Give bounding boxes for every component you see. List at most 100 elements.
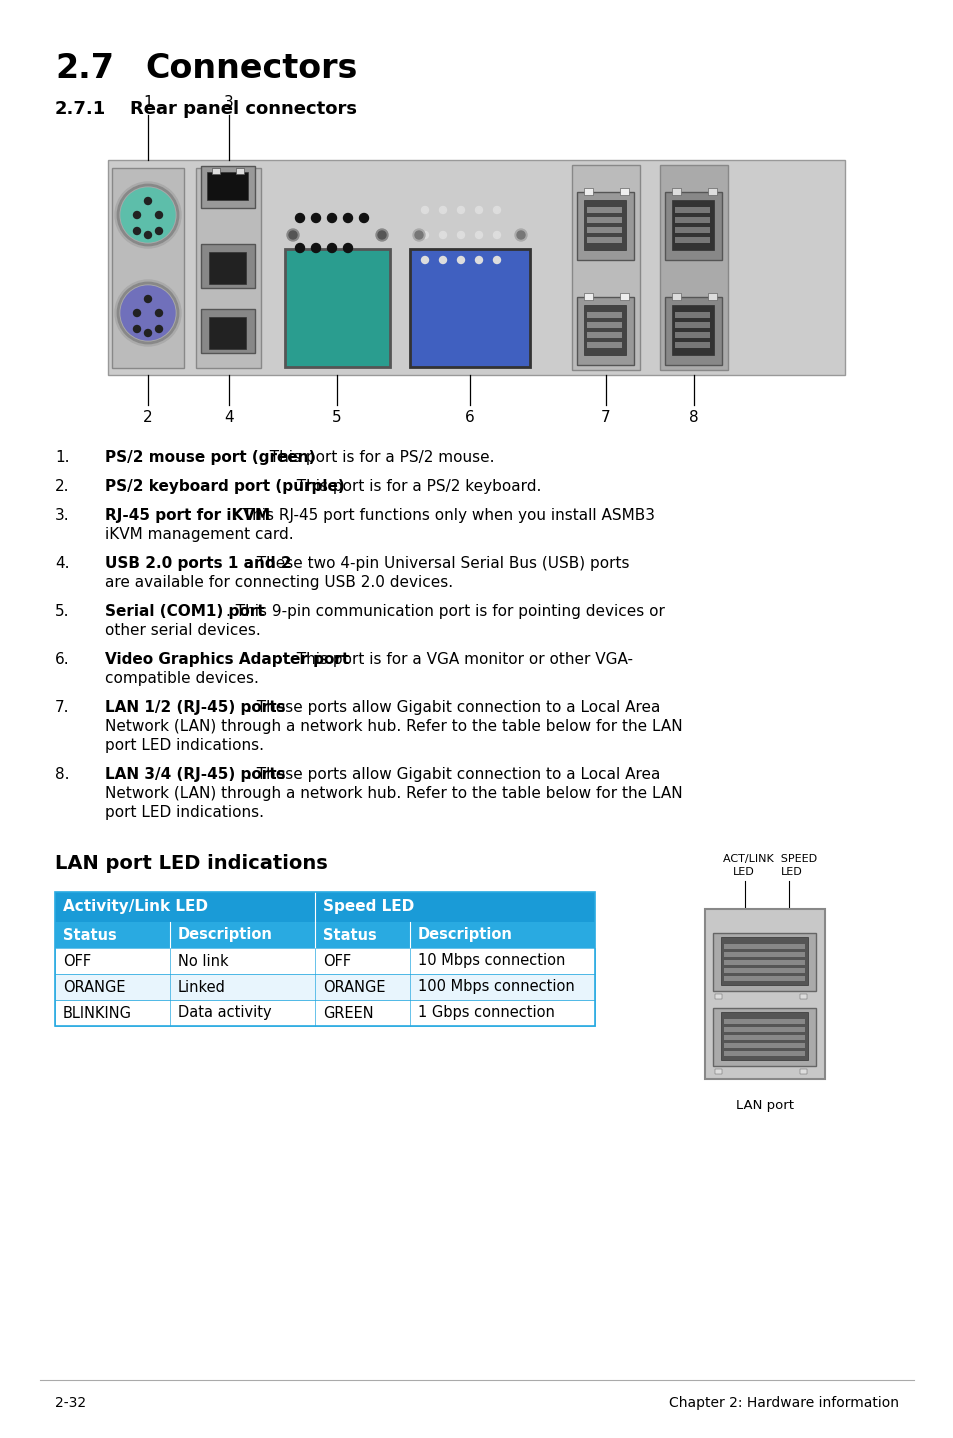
Bar	[723, 961, 804, 965]
Text: 2.7.1: 2.7.1	[55, 101, 106, 118]
Circle shape	[457, 232, 464, 239]
Text: 5: 5	[332, 410, 341, 426]
Text: 2.: 2.	[55, 479, 70, 495]
Bar	[675, 237, 709, 243]
Circle shape	[515, 229, 526, 242]
Circle shape	[289, 232, 296, 239]
Bar	[664, 193, 721, 260]
Text: 1 Gbps connection: 1 Gbps connection	[417, 1005, 555, 1021]
Text: port LED indications.: port LED indications.	[105, 738, 264, 754]
Text: 4: 4	[224, 410, 233, 426]
Circle shape	[155, 309, 162, 316]
Text: PS/2 keyboard port (purple): PS/2 keyboard port (purple)	[105, 479, 344, 495]
Text: Status: Status	[323, 928, 376, 942]
Text: LAN 1/2 (RJ-45) ports: LAN 1/2 (RJ-45) ports	[105, 700, 285, 715]
Bar	[723, 976, 804, 981]
Bar	[675, 207, 709, 213]
Bar	[586, 312, 621, 318]
Bar	[675, 217, 709, 223]
Bar	[714, 994, 721, 999]
Circle shape	[343, 243, 352, 253]
Circle shape	[421, 207, 428, 213]
Bar	[55, 892, 595, 1025]
Circle shape	[421, 232, 428, 239]
Text: Data activity: Data activity	[178, 1005, 272, 1021]
Circle shape	[475, 232, 482, 239]
Text: Chapter 2: Hardware information: Chapter 2: Hardware information	[668, 1396, 898, 1411]
Text: Status: Status	[63, 928, 116, 942]
Bar	[586, 207, 621, 213]
Circle shape	[439, 207, 446, 213]
Bar	[723, 968, 804, 974]
Text: iKVM management card.: iKVM management card.	[105, 526, 294, 542]
Text: port LED indications.: port LED indications.	[105, 805, 264, 820]
Circle shape	[121, 188, 174, 242]
Bar	[55, 948, 595, 974]
Text: . This port is for a VGA monitor or other VGA-: . This port is for a VGA monitor or othe…	[287, 651, 633, 667]
Circle shape	[121, 286, 174, 339]
Bar	[195, 168, 261, 368]
Bar	[675, 342, 709, 348]
Circle shape	[327, 213, 336, 223]
Bar	[723, 1035, 804, 1040]
Text: LED: LED	[781, 867, 801, 877]
Circle shape	[493, 207, 500, 213]
Circle shape	[155, 227, 162, 234]
Bar	[675, 332, 709, 338]
Circle shape	[312, 213, 320, 223]
Bar	[664, 298, 721, 365]
Bar	[201, 165, 254, 209]
Bar	[583, 293, 593, 301]
Circle shape	[475, 207, 482, 213]
Bar	[285, 249, 390, 367]
Text: . These ports allow Gigabit connection to a Local Area: . These ports allow Gigabit connection t…	[247, 766, 659, 782]
Text: LAN 3/4 (RJ-45) ports: LAN 3/4 (RJ-45) ports	[105, 766, 285, 782]
Text: Activity/Link LED: Activity/Link LED	[63, 900, 208, 915]
Circle shape	[493, 256, 500, 263]
Text: 6: 6	[465, 410, 475, 426]
Circle shape	[439, 232, 446, 239]
Bar	[209, 316, 246, 349]
Bar	[720, 1012, 807, 1060]
Bar	[671, 188, 680, 196]
Circle shape	[295, 213, 304, 223]
Text: ORANGE: ORANGE	[63, 979, 126, 995]
Circle shape	[133, 325, 140, 332]
Bar	[55, 999, 595, 1025]
Circle shape	[133, 309, 140, 316]
Text: 10 Mbps connection: 10 Mbps connection	[417, 953, 565, 969]
Bar	[707, 293, 717, 301]
Bar	[800, 994, 806, 999]
Text: GREEN: GREEN	[323, 1005, 374, 1021]
Circle shape	[144, 197, 152, 204]
Text: 2.7: 2.7	[55, 52, 113, 85]
Bar	[671, 293, 680, 301]
Circle shape	[295, 243, 304, 253]
Bar	[586, 217, 621, 223]
Circle shape	[144, 295, 152, 302]
Bar	[675, 227, 709, 233]
Circle shape	[144, 232, 152, 239]
Text: LED: LED	[732, 867, 754, 877]
Bar	[235, 168, 244, 174]
Bar	[586, 322, 621, 328]
Bar	[55, 892, 595, 922]
Bar	[659, 165, 727, 370]
Text: Network (LAN) through a network hub. Refer to the table below for the LAN: Network (LAN) through a network hub. Ref…	[105, 719, 682, 733]
Bar	[577, 298, 634, 365]
Text: . This port is for a PS/2 mouse.: . This port is for a PS/2 mouse.	[260, 450, 495, 464]
Circle shape	[375, 229, 388, 242]
Bar	[55, 974, 595, 999]
Bar	[410, 249, 530, 367]
Text: 8.: 8.	[55, 766, 70, 782]
Text: 2-32: 2-32	[55, 1396, 86, 1411]
Circle shape	[155, 211, 162, 219]
Text: Serial (COM1) port: Serial (COM1) port	[105, 604, 264, 618]
Bar	[619, 293, 628, 301]
Text: 4.: 4.	[55, 557, 70, 571]
Text: OFF: OFF	[63, 953, 91, 969]
Circle shape	[115, 280, 181, 347]
Circle shape	[493, 232, 500, 239]
Circle shape	[359, 213, 368, 223]
Text: are available for connecting USB 2.0 devices.: are available for connecting USB 2.0 dev…	[105, 575, 453, 590]
